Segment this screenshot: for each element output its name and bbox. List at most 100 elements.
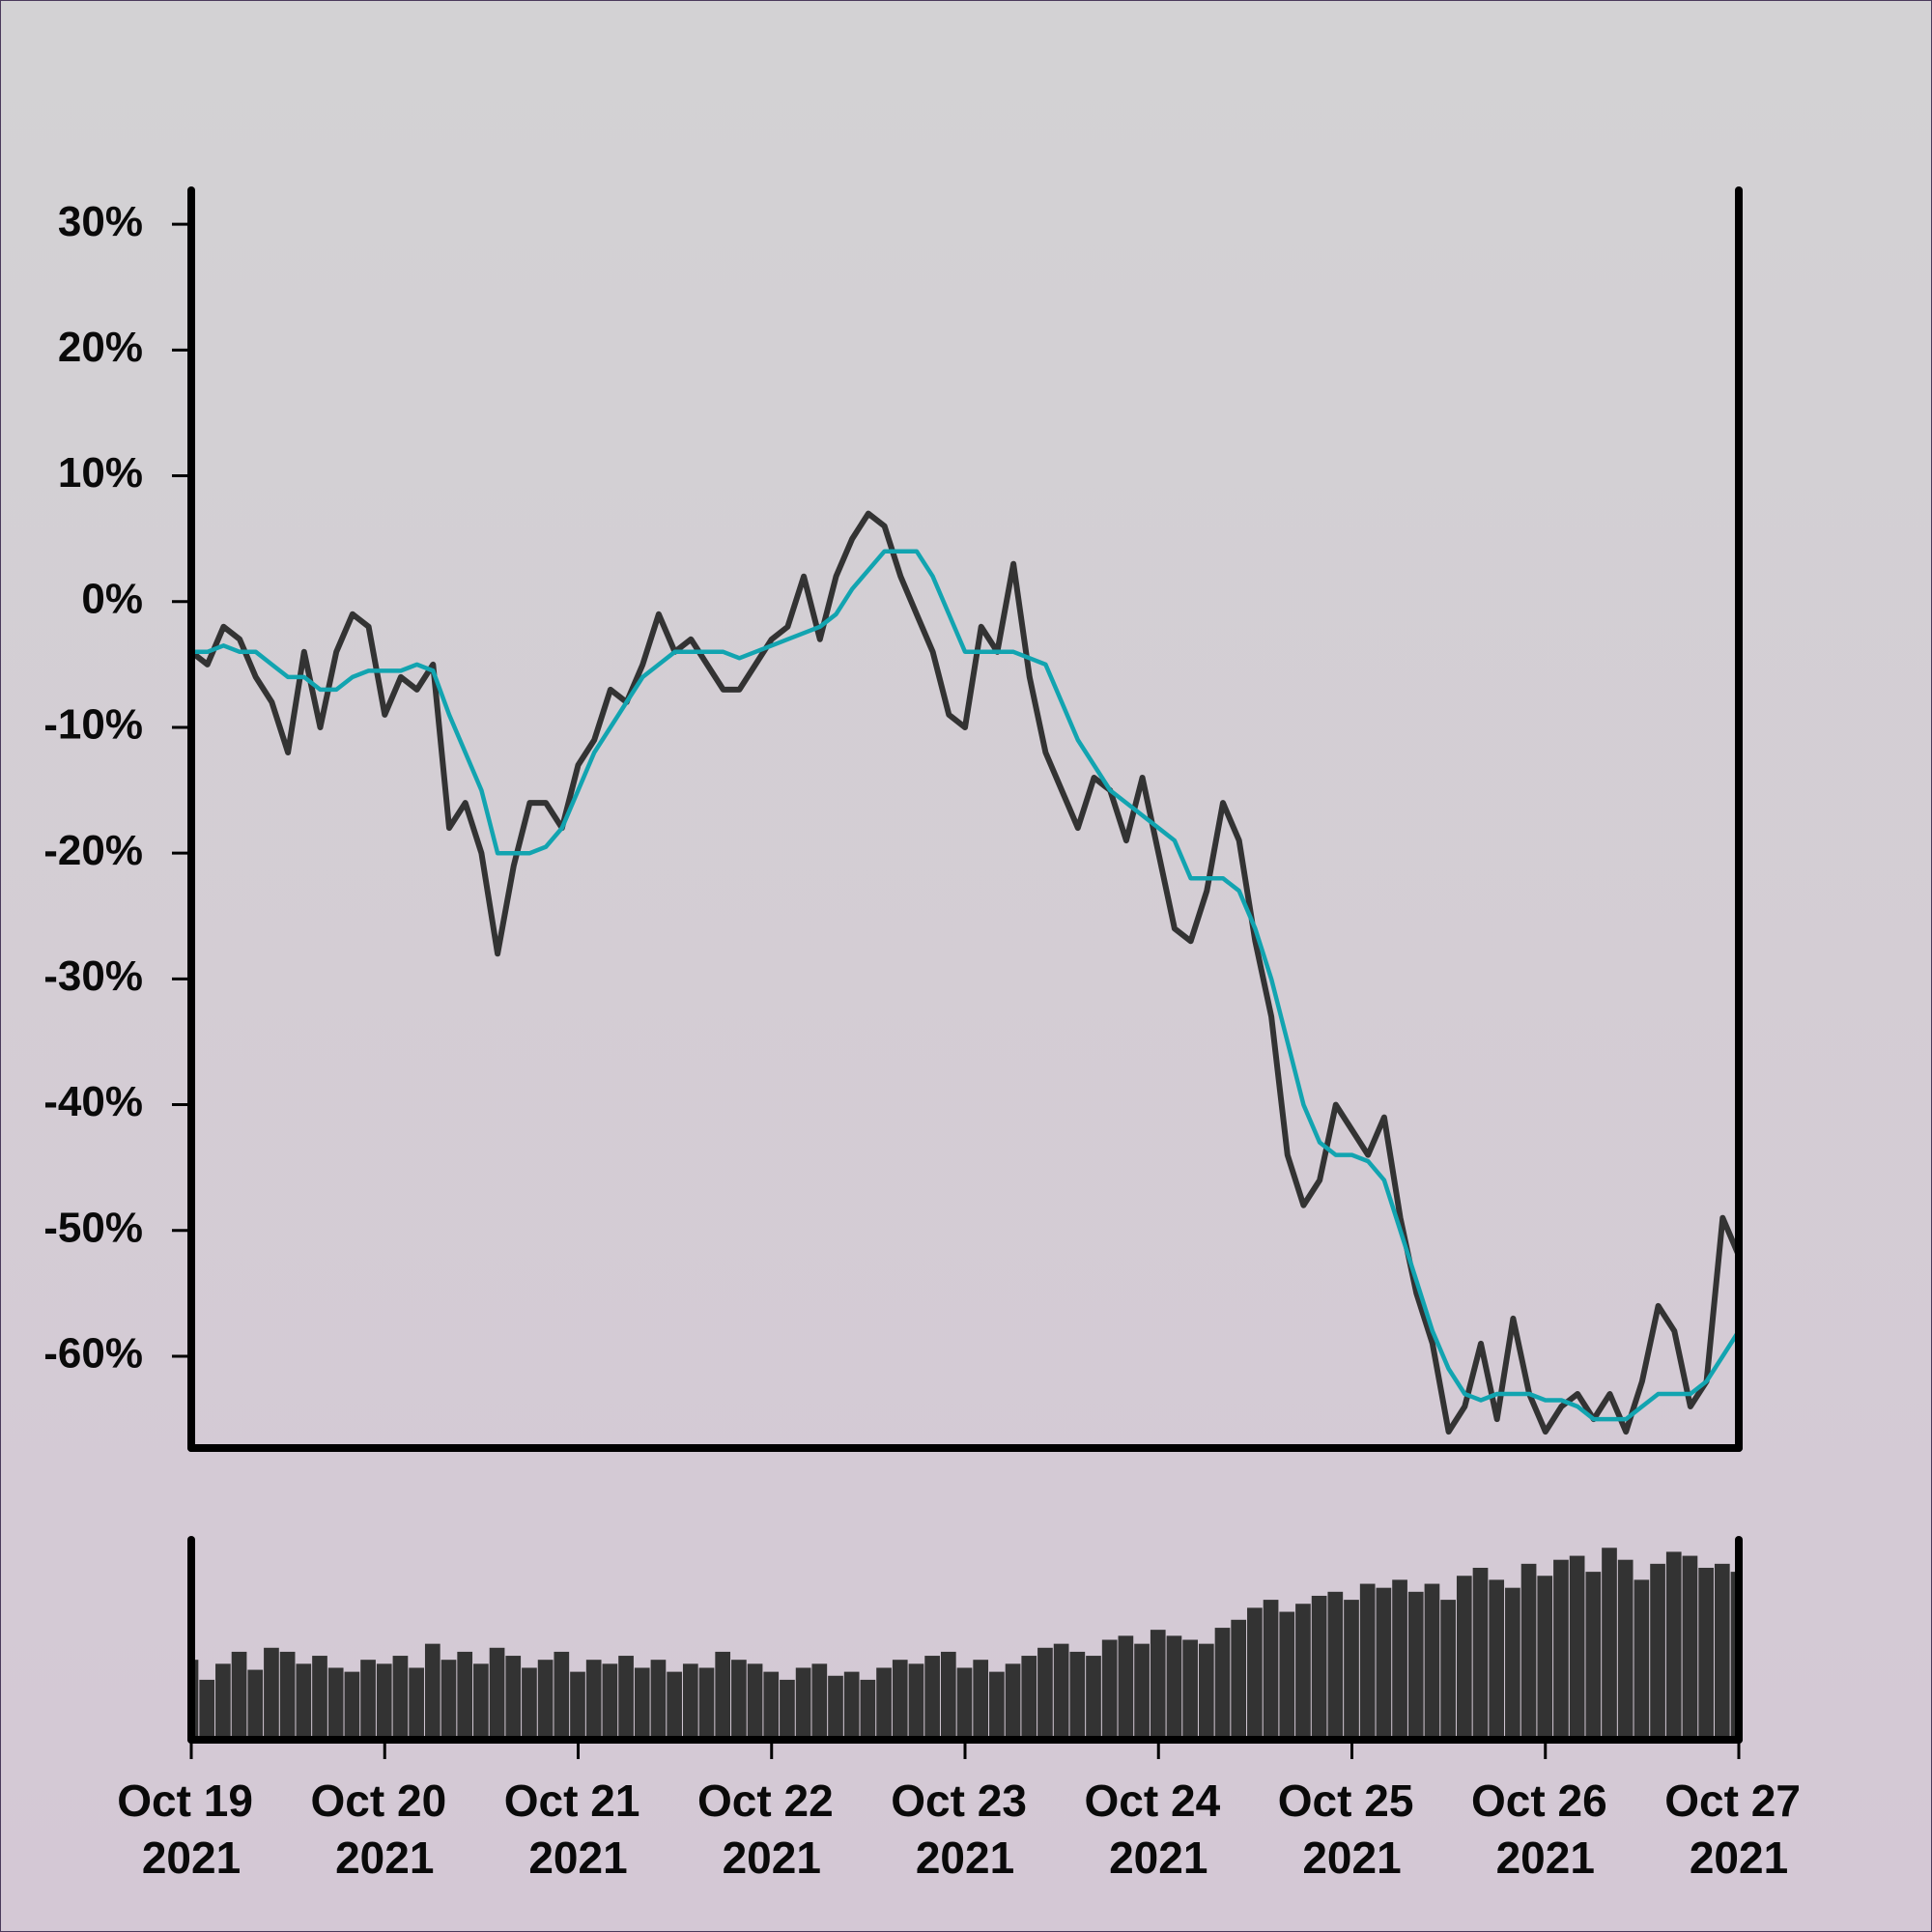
volume-bar [811,1663,828,1740]
volume-bar [231,1651,247,1740]
volume-bar [1247,1607,1263,1740]
volume-bar [715,1651,731,1740]
volume-bar [1440,1600,1456,1740]
volume-bar [1602,1548,1617,1740]
volume-bar [570,1671,585,1740]
volume-bar [327,1667,344,1740]
volume-bar [1392,1579,1407,1740]
volume-bar [199,1679,215,1740]
volume-bar [344,1671,360,1740]
volume-bar [634,1667,650,1740]
volume-bar [989,1671,1005,1740]
volume-bar [843,1671,860,1740]
volume-bar [682,1663,698,1740]
volume-bar [1279,1611,1295,1740]
series-line [191,510,1739,1435]
volume-bar [698,1667,715,1740]
volume-bar [537,1660,554,1740]
volume-bar [264,1647,279,1740]
x-tick-label: Oct 21 2021 [504,1776,652,1883]
volume-bar [1537,1576,1553,1740]
series-line [191,549,1739,1422]
volume-bar [667,1671,682,1740]
volume-bar [1407,1591,1424,1740]
volume-bar [1520,1563,1537,1740]
volume-bar [1553,1559,1569,1740]
volume-bar [279,1651,296,1740]
y-tick-label: 0% [81,575,143,622]
volume-bar [424,1643,440,1740]
volume-bar [1037,1647,1053,1740]
volume-bar [1682,1555,1698,1740]
volume-bar [1359,1583,1376,1740]
volume-bar [215,1663,231,1740]
volume-bar [1295,1604,1311,1740]
volume-bar [956,1667,973,1740]
y-tick-label: -50% [43,1204,143,1251]
volume-bar [1489,1579,1505,1740]
y-tick-label: 10% [58,449,143,497]
volume-bar [457,1651,473,1740]
volume-bar [1376,1587,1392,1740]
x-tick-label: Oct 23 2021 [891,1776,1038,1883]
volume-bar [1730,1572,1738,1740]
volume-bar [780,1679,795,1740]
volume-bar [296,1663,312,1740]
volume-bar [1650,1563,1665,1740]
volume-bar [876,1667,892,1740]
volume-bar [1214,1628,1231,1740]
x-tick-label: Oct 20 2021 [311,1776,459,1883]
volume-bar [602,1663,618,1740]
volume-bar [1231,1619,1247,1740]
volume-bar [1698,1567,1714,1740]
volume-bar [747,1663,763,1740]
volume-bar [1714,1563,1730,1740]
y-tick-label: -60% [43,1330,143,1378]
volume-bar [763,1671,780,1740]
volume-bar [892,1660,908,1740]
x-tick-label: Oct 27 2021 [1664,1776,1812,1883]
x-tick-label: Oct 22 2021 [697,1776,845,1883]
volume-bar [392,1656,409,1740]
volume-bar [1263,1600,1279,1740]
volume-bar [1134,1643,1150,1740]
volume-bar [522,1667,537,1740]
volume-bar [473,1663,489,1740]
x-tick-label: Oct 24 2021 [1085,1776,1233,1883]
volume-bar [924,1656,940,1740]
volume-bar [1311,1595,1327,1740]
volume-bar [973,1660,989,1740]
volume-bar [1118,1635,1134,1740]
volume-bar [489,1647,505,1740]
volume-bar [376,1663,392,1740]
volume-bar [940,1651,956,1740]
volume-bar [409,1667,424,1740]
volume-bar [1021,1656,1037,1740]
y-tick-label: 30% [58,198,143,245]
volume-bar [1634,1579,1650,1740]
y-tick-label: -40% [43,1078,143,1125]
x-tick-label: Oct 25 2021 [1278,1776,1426,1883]
volume-bar [554,1651,570,1740]
volume-bar [650,1660,667,1740]
volume-bar [1150,1630,1166,1740]
volume-bar [908,1663,924,1740]
volume-bar [1198,1643,1214,1740]
volume-bar [360,1660,376,1740]
y-tick-label: 20% [58,324,143,371]
volume-bar [585,1660,602,1740]
volume-bar [1424,1583,1440,1740]
y-tick-label: -20% [43,827,143,874]
volume-bar [440,1660,457,1740]
volume-bar [1182,1639,1198,1740]
volume-bar [1005,1663,1021,1740]
x-tick-label: Oct 26 2021 [1471,1776,1619,1883]
volume-bar [1617,1559,1634,1740]
volume-bar [1327,1591,1344,1740]
volume-bar [731,1660,747,1740]
x-tick-label: Oct 19 2021 [117,1776,265,1883]
volume-bar [860,1679,876,1740]
volume-bar [312,1656,327,1740]
